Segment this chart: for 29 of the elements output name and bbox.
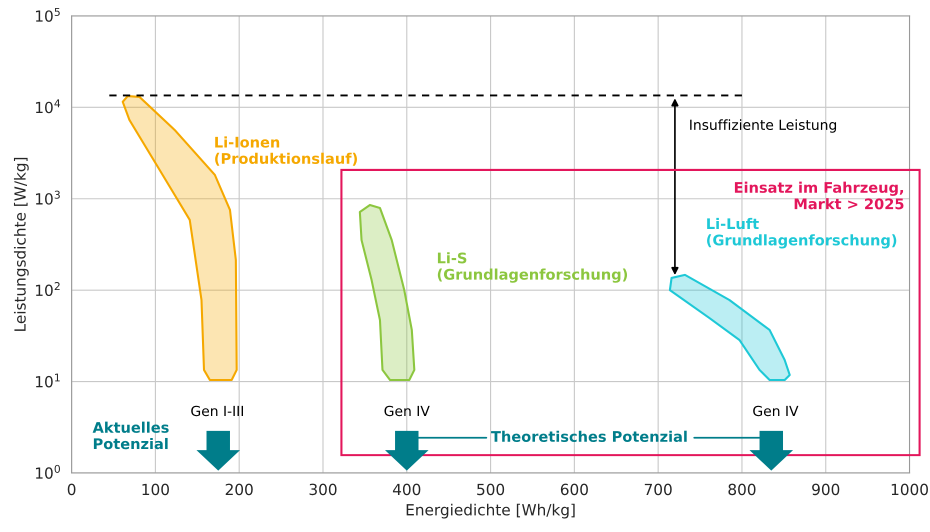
x-tick-label: 200	[226, 484, 253, 496]
annotation: Einsatz im Fahrzeug, Markt > 2025	[734, 182, 904, 210]
text: Li-S (Grundlagenforschung)	[438, 252, 628, 283]
series-label: Li-Ionen (Produktionslauf)	[215, 136, 357, 166]
annotation: Aktuelles Potenzial	[92, 422, 169, 450]
x-tick-label: 800	[728, 484, 756, 496]
x-tick-label: 0	[68, 484, 76, 496]
annotation: Gen IV	[753, 406, 798, 416]
x-axis-title: Energiedichte [Wh/kg]	[406, 504, 575, 518]
annotation: Theoretisches Potenzial	[491, 430, 687, 442]
annotation: Gen IV	[384, 406, 430, 416]
x-tick-label: 100	[142, 484, 169, 496]
y-axis-title: Leistungsdichte [W/kg]	[14, 158, 29, 331]
x-tick-label: 600	[560, 484, 588, 496]
x-tick-label: 500	[477, 484, 504, 496]
text: Li-Luft (Grundlagenforschung)	[707, 218, 896, 248]
x-tick-label: 300	[310, 484, 337, 496]
y-tick-label: 10$^{2}$	[36, 282, 60, 296]
y-tick-label: 10$^{4}$	[36, 99, 60, 114]
annotation: Insuffiziente Leistung	[690, 119, 836, 133]
x-tick-label: 400	[392, 484, 420, 496]
x-tick-label: 900	[812, 484, 840, 496]
y-tick-label: 10$^{0}$	[36, 464, 60, 479]
annotation: Gen I-III	[191, 406, 244, 416]
y-tick-label: 10$^{1}$	[36, 374, 60, 388]
x-tick-label: 1000	[892, 484, 928, 496]
y-tick-label: 10$^{5}$	[36, 8, 60, 22]
y-tick-label: 10$^{3}$	[36, 190, 60, 205]
x-tick-label: 700	[644, 484, 672, 496]
